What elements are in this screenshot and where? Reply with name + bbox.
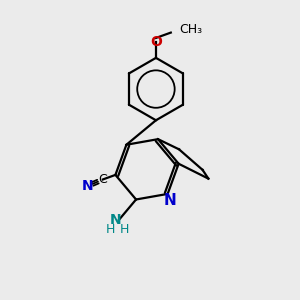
Text: H: H: [106, 223, 115, 236]
Text: N: N: [164, 193, 176, 208]
Text: N: N: [82, 179, 94, 193]
Text: O: O: [150, 34, 162, 49]
Text: C: C: [98, 173, 107, 186]
Text: CH₃: CH₃: [179, 22, 202, 35]
Text: H: H: [119, 223, 129, 236]
Text: N: N: [110, 213, 121, 227]
